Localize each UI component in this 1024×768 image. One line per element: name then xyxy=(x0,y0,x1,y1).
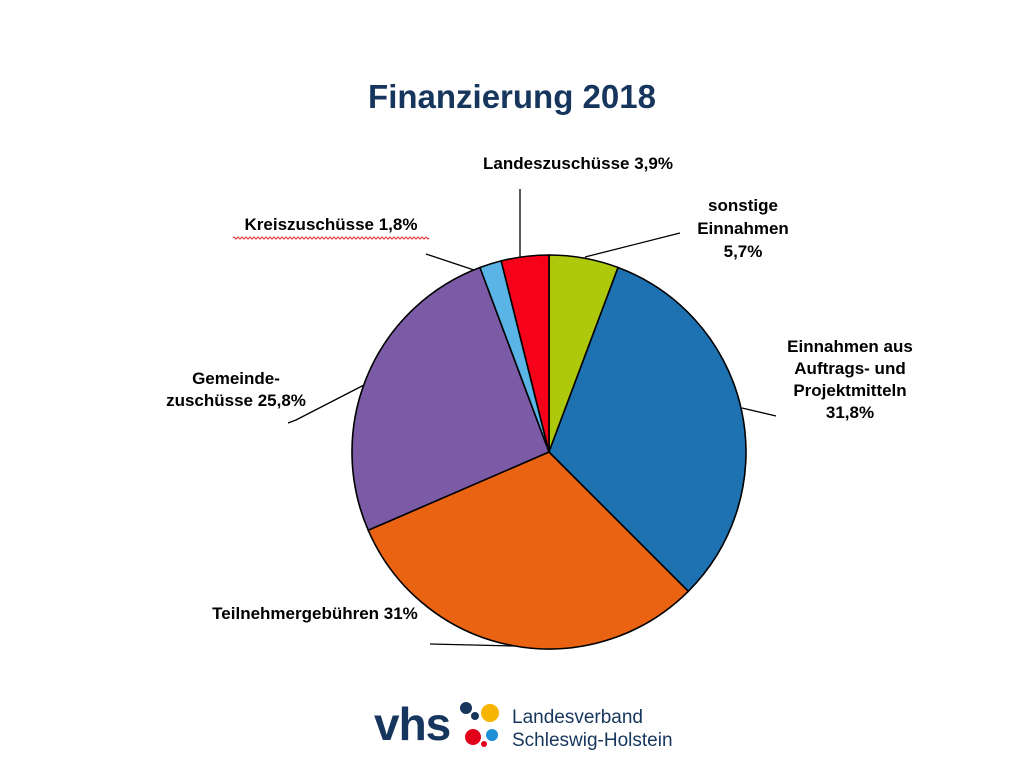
slice-label-line: Projektmitteln xyxy=(793,381,906,400)
logo-dots-icon xyxy=(460,702,499,747)
leader-line-teilnehmer xyxy=(429,643,515,647)
leader-line-sonstige xyxy=(584,232,681,258)
slice-label-line: Einnahmen aus xyxy=(787,337,913,356)
slice-labels: sonstige Einnahmen 5,7% Einnahmen aus Auftra… xyxy=(166,154,913,623)
chart-title: Finanzierung 2018 xyxy=(368,78,656,115)
pie-slice-auftrags xyxy=(548,266,747,593)
vhs-logo: vhs Landesverband Schleswig-Holstein xyxy=(374,698,673,751)
slice-label-line: 31,8% xyxy=(826,403,874,422)
slice-label-line: Kreiszuschüsse 1,8% xyxy=(245,215,418,234)
logo-wordmark: vhs xyxy=(374,698,450,750)
pie-slice-gemeinde xyxy=(351,266,551,532)
slice-label-line: sonstige xyxy=(708,196,778,215)
leader-line-gemeinde xyxy=(287,384,365,424)
slice-label-landes: Landeszuschüsse 3,9% xyxy=(483,154,673,173)
slice-label-sonstige: sonstige Einnahmen 5,7% xyxy=(697,196,789,261)
slice-label-kreis: Kreiszuschüsse 1,8% xyxy=(245,215,418,234)
leader-line-auftrags xyxy=(741,407,777,417)
logo-line-1: Landesverband xyxy=(512,707,643,728)
slice-label-teilnehmer: Teilnehmergebühren 31% xyxy=(212,604,418,623)
slice-label-line: Teilnehmergebühren 31% xyxy=(212,604,418,623)
slice-label-line: 5,7% xyxy=(724,242,763,261)
slice-label-line: Landeszuschüsse 3,9% xyxy=(483,154,673,173)
pie-slices xyxy=(351,254,747,650)
leader-line-kreis xyxy=(425,253,475,271)
slice-label-gemeinde: Gemeinde-zuschüsse 25,8% xyxy=(166,369,306,410)
logo-line-2: Schleswig-Holstein xyxy=(512,730,673,751)
pie-slice-landes xyxy=(500,254,550,453)
slice-label-line: zuschüsse 25,8% xyxy=(166,391,306,410)
leader-lines xyxy=(287,189,777,647)
slice-label-line: Einnahmen xyxy=(697,219,789,238)
slice-label-line: Auftrags- und xyxy=(794,359,905,378)
slice-label-line: Gemeinde- xyxy=(192,369,280,388)
spellcheck-underline xyxy=(232,236,430,240)
slice-label-auftrags: Einnahmen aus Auftrags- und Projektmitteln… xyxy=(787,337,913,422)
